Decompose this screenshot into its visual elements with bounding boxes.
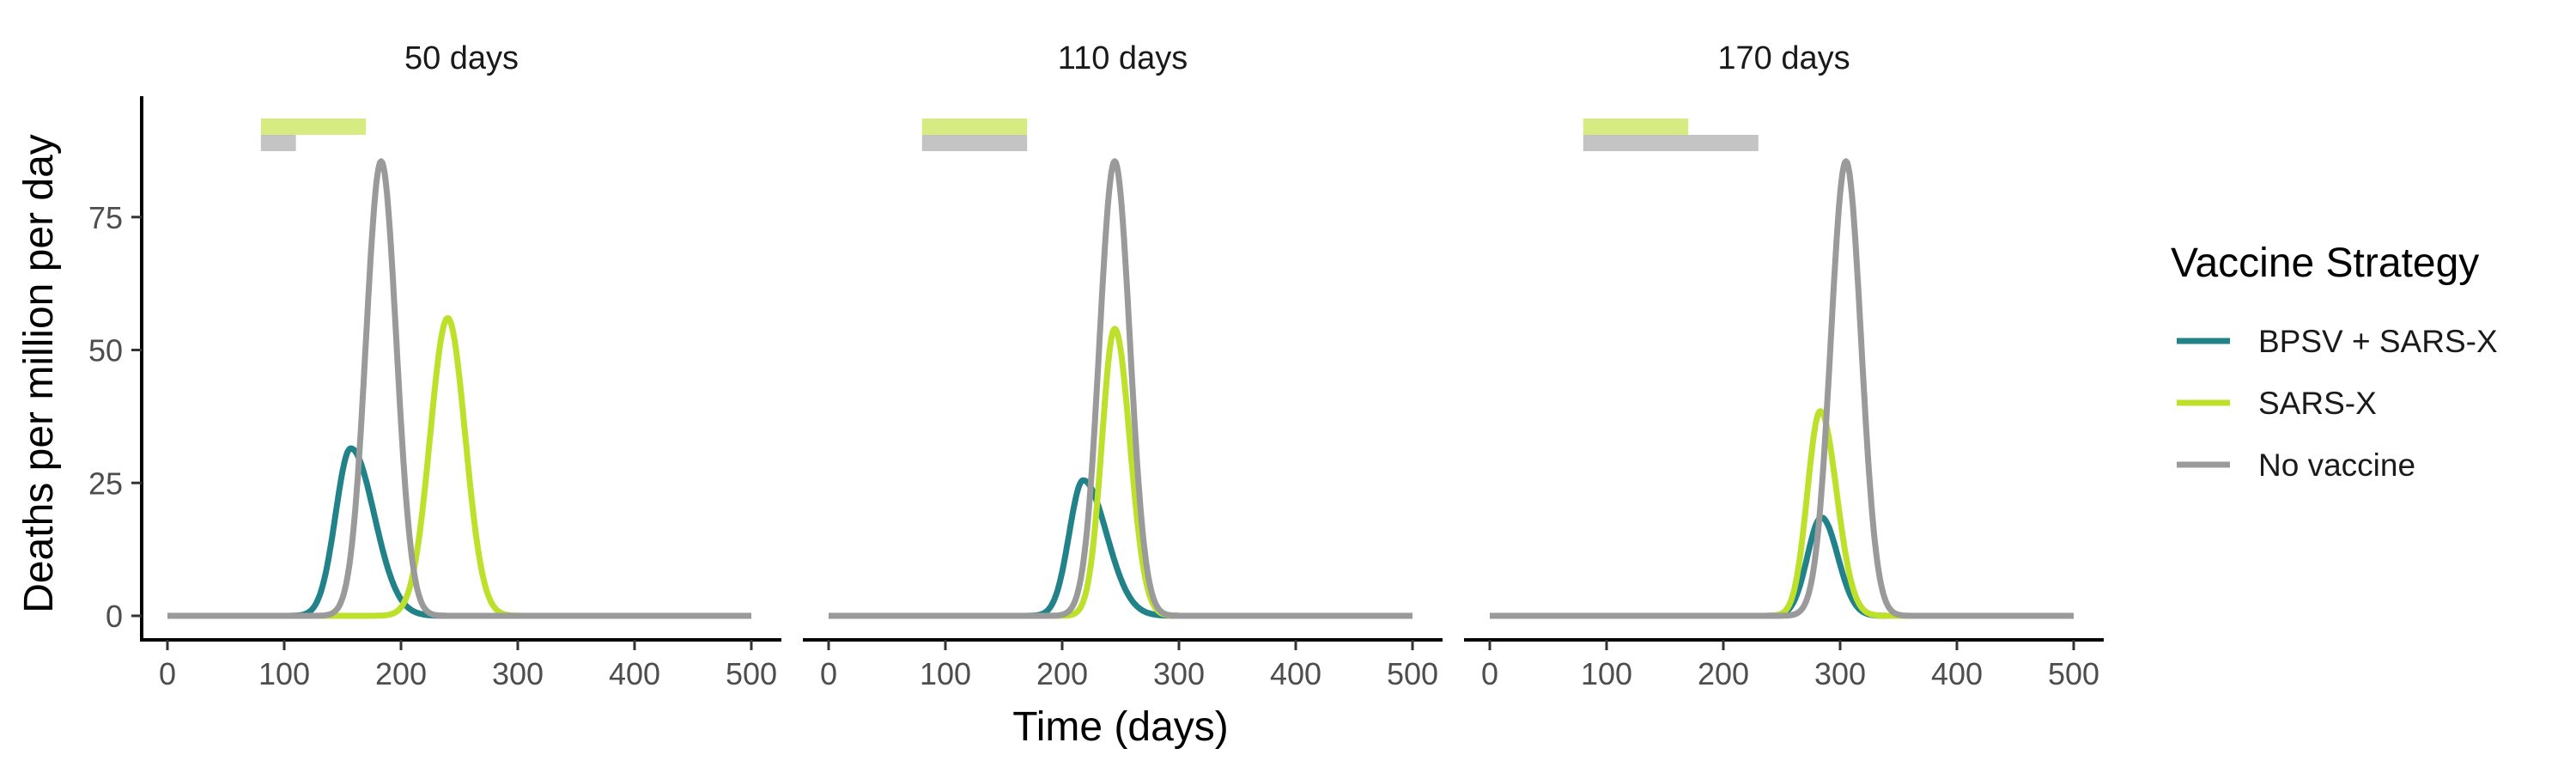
legend-item-bpsv-sars-x: BPSV + SARS-X: [2177, 324, 2498, 359]
x-tick-label: 500: [2048, 656, 2099, 691]
x-tick-label: 0: [1481, 656, 1498, 691]
legend-label: BPSV + SARS-X: [2258, 324, 2498, 359]
x-axis-label: Time (days): [1012, 704, 1229, 750]
x-tick-label: 400: [609, 656, 660, 691]
y-tick-label: 25: [88, 466, 123, 501]
legend-label: No vaccine: [2258, 447, 2415, 483]
no-vaccine-timing-bar: [260, 135, 296, 151]
series-line-no-vaccine: [165, 158, 754, 619]
panel-3: 170 days 0 100 200 300 400 500: [1464, 40, 2104, 691]
x-tick-label: 200: [1698, 656, 1749, 691]
y-axis-label: Deaths per million per day: [16, 134, 62, 613]
series-line-no-vaccine: [826, 158, 1415, 619]
y-tick-label: 50: [88, 333, 123, 368]
x-tick-label: 500: [1387, 656, 1438, 691]
no-vaccine-timing-bar: [1583, 135, 1759, 151]
x-tick-label: 100: [920, 656, 971, 691]
legend: Vaccine Strategy BPSV + SARS-X SARS-X No v…: [2171, 240, 2498, 483]
series-line-no-vaccine: [1487, 158, 2076, 619]
x-tick-label: 100: [258, 656, 310, 691]
series-line-sars-x: [1487, 408, 2076, 619]
panel-2: 110 days 0 100 200 300 400 500: [803, 40, 1443, 691]
x-tick-label: 400: [1270, 656, 1321, 691]
x-tick-label: 200: [375, 656, 427, 691]
panel-1: 50 days 0 25 50 75 0 100 200 300 400 500: [88, 40, 781, 691]
panel-title: 170 days: [1717, 40, 1850, 76]
panel-title: 50 days: [404, 40, 519, 76]
sars-x-timing-bar: [260, 119, 367, 135]
sars-x-timing-bar: [921, 119, 1028, 135]
legend-item-no-vaccine: No vaccine: [2177, 447, 2415, 483]
legend-item-sars-x: SARS-X: [2177, 386, 2377, 421]
x-tick-label: 300: [492, 656, 544, 691]
x-tick-label: 500: [726, 656, 777, 691]
x-tick-label: 0: [159, 656, 176, 691]
no-vaccine-timing-bar: [921, 135, 1028, 151]
x-tick-label: 0: [820, 656, 837, 691]
y-tick-label: 0: [106, 599, 123, 634]
x-tick-label: 300: [1153, 656, 1205, 691]
x-tick-label: 100: [1581, 656, 1632, 691]
x-tick-label: 300: [1814, 656, 1866, 691]
sars-x-timing-bar: [1583, 119, 1689, 135]
x-tick-label: 400: [1931, 656, 1983, 691]
series-line-sars-x: [165, 314, 754, 619]
series-line-bpsv-sars-x: [165, 445, 754, 619]
legend-title: Vaccine Strategy: [2171, 240, 2479, 286]
y-tick-label: 75: [88, 200, 123, 235]
legend-items: BPSV + SARS-X SARS-X No vaccine: [2177, 324, 2498, 483]
x-tick-label: 200: [1036, 656, 1088, 691]
legend-label: SARS-X: [2258, 386, 2377, 421]
series-line-bpsv-sars-x: [826, 477, 1415, 619]
panel-title: 110 days: [1058, 40, 1188, 76]
series-line-bpsv-sars-x: [1487, 514, 2076, 619]
